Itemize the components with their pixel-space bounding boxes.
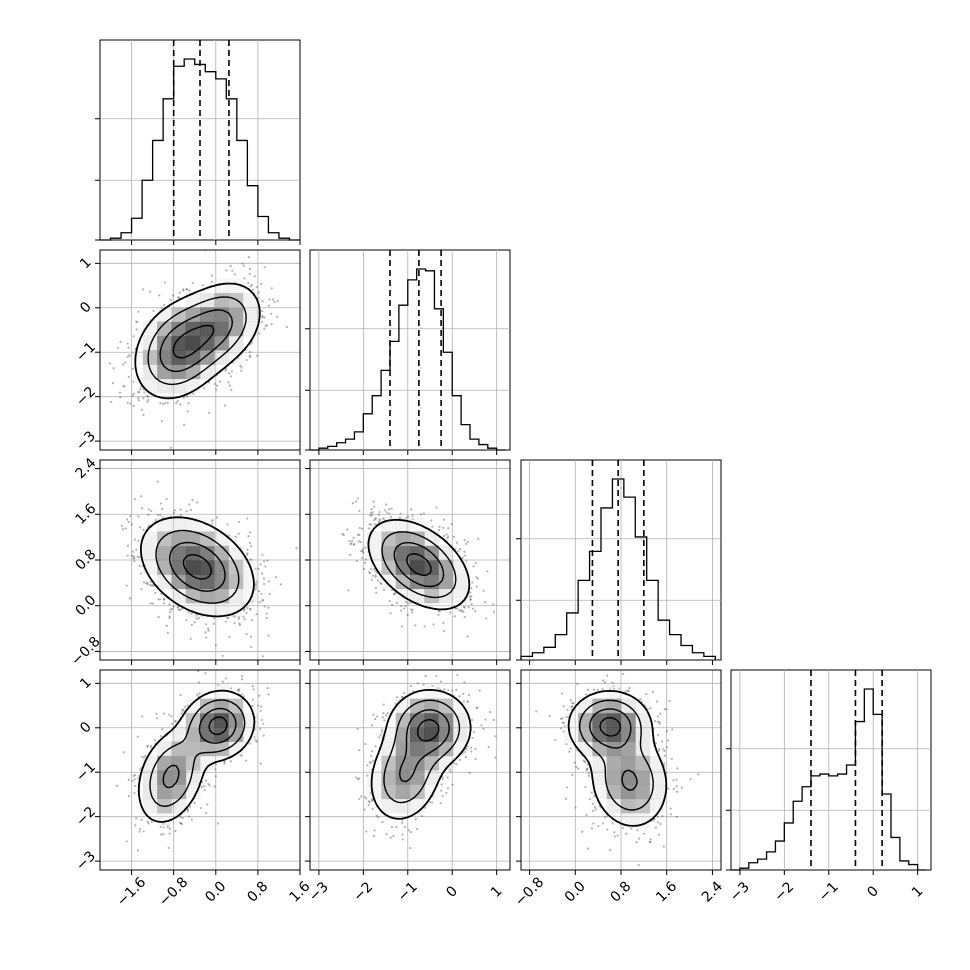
y-tick-label: 1.6	[72, 501, 99, 528]
y-tick-label: 1	[77, 255, 95, 273]
contour-level-0	[567, 690, 668, 827]
x-tick-label: −0.8	[156, 874, 191, 909]
panel-frame	[309, 669, 511, 871]
x-tick-label: 0.8	[607, 878, 634, 905]
contour-lines	[370, 689, 472, 820]
density-panel-3-2	[516, 669, 722, 875]
histogram-step	[520, 478, 716, 660]
x-tick-label: 0	[443, 883, 461, 901]
y-tick-label: 0	[77, 719, 95, 737]
y-tick-label: −2	[73, 384, 99, 410]
histogram-frame	[309, 249, 511, 451]
histogram-panel-2	[516, 459, 722, 665]
y-tick-label: 2.4	[72, 455, 99, 482]
contour-level-3	[182, 554, 212, 580]
contour-level-1	[578, 699, 654, 811]
contour-level-1	[381, 531, 457, 599]
density-blocks	[563, 684, 665, 828]
contour-level-2	[393, 542, 445, 588]
y-tick-label: −2	[73, 804, 99, 830]
contour-level-3	[405, 553, 432, 576]
density-panel-1-0	[95, 249, 301, 455]
x-tick-label: −3	[306, 879, 332, 905]
contour-level-2	[162, 707, 237, 789]
x-tick-label: −2	[350, 879, 376, 905]
contour-level-1	[383, 699, 461, 804]
histogram-step	[731, 688, 927, 871]
contour-lines	[140, 516, 255, 618]
contour-level-1	[147, 296, 247, 386]
contour-lines	[567, 690, 668, 827]
x-tick-label: 0.8	[244, 878, 271, 905]
y-tick-label: 0.8	[72, 546, 99, 573]
y-tick-label: −3	[73, 848, 99, 874]
contour-level-0	[370, 689, 472, 820]
histogram-panel-1	[305, 249, 511, 455]
panel-frame	[99, 249, 301, 451]
y-tick-label: −3	[73, 428, 99, 454]
x-tick-label: 2.4	[699, 878, 726, 905]
density-panel-3-1	[305, 669, 511, 875]
y-tick-label: 1	[77, 675, 95, 693]
contour-level-2	[169, 541, 226, 592]
x-tick-label: −3	[727, 879, 753, 905]
contour-lines	[367, 519, 471, 611]
x-tick-label: 0.0	[202, 878, 229, 905]
contour-level-3	[208, 716, 228, 736]
contour-level-3	[417, 719, 440, 742]
scatter-points	[115, 670, 270, 852]
contour-lines	[134, 282, 261, 400]
contour-level-3	[599, 717, 622, 737]
contour-level-3	[172, 324, 215, 359]
x-tick-label: −1.6	[114, 874, 149, 909]
contour-level-0	[134, 282, 261, 400]
contour-level-2	[159, 309, 233, 373]
contour-level-0	[367, 519, 471, 611]
y-tick-label: 0	[77, 299, 95, 317]
histogram-panel-3	[726, 669, 932, 875]
histogram-frame	[730, 669, 932, 871]
contour-level-1	[149, 699, 246, 807]
x-tick-label: −1	[816, 879, 842, 905]
x-tick-label: −1	[395, 879, 421, 905]
x-tick-label: 1.6	[653, 878, 680, 905]
density-panel-2-1	[305, 459, 511, 665]
panel-frame	[99, 669, 301, 871]
contour-level-0	[140, 516, 255, 618]
contour-level-1	[155, 529, 240, 604]
x-tick-label: 0.0	[562, 878, 589, 905]
contour-level-2	[399, 709, 450, 783]
histogram-step	[310, 268, 506, 451]
y-tick-label: 0.0	[72, 592, 99, 619]
x-tick-label: 1	[909, 883, 927, 901]
contour-level-0	[137, 689, 256, 823]
x-tick-label: −0.8	[512, 874, 547, 909]
density-panel-3-0	[95, 669, 301, 875]
contour-level-2	[589, 708, 638, 791]
x-tick-label: 0	[864, 883, 882, 901]
x-tick-label: 1	[488, 883, 506, 901]
y-tick-label: −1	[73, 339, 99, 365]
x-tick-label: −2	[771, 879, 797, 905]
histogram-panel-0	[95, 39, 301, 245]
y-tick-label: −1	[73, 759, 99, 785]
contour-lines	[137, 689, 256, 823]
density-panel-2-0	[95, 459, 301, 665]
